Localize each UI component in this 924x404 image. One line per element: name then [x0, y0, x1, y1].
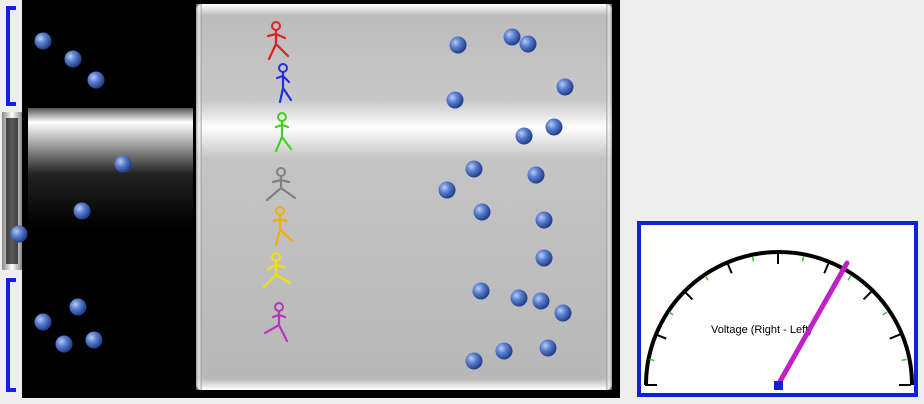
electron-layer: [10, 28, 574, 370]
dial-ticks: [645, 252, 911, 386]
electron: [34, 313, 52, 331]
minor-tick: [882, 311, 888, 316]
voltmeter-dial-icon: Voltage (Right - Left): [644, 250, 914, 390]
electron: [10, 225, 28, 243]
green-person-icon: [274, 112, 293, 153]
major-tick: [683, 290, 694, 301]
major-tick: [726, 261, 733, 274]
minor-tick: [901, 358, 907, 362]
electron: [465, 160, 483, 178]
electron: [532, 292, 550, 310]
electron: [114, 155, 132, 173]
minor-tick: [704, 275, 709, 281]
left-terminal-bracket-bottom: [6, 278, 16, 392]
voltmeter-panel: Voltage (Right - Left): [637, 221, 918, 397]
electron: [535, 211, 553, 229]
major-tick: [654, 333, 667, 340]
electron: [34, 32, 52, 50]
needle-pivot: [774, 381, 783, 390]
minor-tick: [649, 358, 655, 362]
electron: [535, 249, 553, 267]
electron: [515, 127, 533, 145]
dial-arc: [644, 250, 914, 386]
electron: [73, 202, 91, 220]
electron: [473, 203, 491, 221]
minor-tick: [801, 256, 805, 262]
minor-tick: [847, 275, 852, 281]
electron: [55, 335, 73, 353]
major-tick: [889, 333, 902, 340]
electron: [446, 91, 464, 109]
simulation-canvas[interactable]: [0, 0, 620, 398]
voltage-label: Voltage (Right - Left): [711, 324, 812, 336]
electron: [472, 282, 490, 300]
electron: [519, 35, 537, 53]
electron: [510, 289, 528, 307]
narrow-wire-section: [28, 108, 193, 228]
yellow-person-icon: [262, 252, 292, 289]
electron: [438, 181, 456, 199]
electron: [87, 71, 105, 89]
people-layer: [262, 21, 297, 343]
blue-person-icon: [275, 63, 293, 104]
electron: [539, 339, 557, 357]
wide-chamber: [196, 4, 612, 390]
voltage-needle: [775, 260, 850, 388]
electron: [527, 166, 545, 184]
purple-person-icon: [263, 302, 289, 343]
electron: [64, 50, 82, 68]
electron: [495, 342, 513, 360]
electron: [554, 304, 572, 322]
circuit-view: [2, 0, 620, 398]
minor-tick: [751, 256, 755, 262]
major-tick: [862, 290, 873, 301]
red-person-icon: [266, 21, 290, 61]
electron: [545, 118, 563, 136]
electron: [449, 36, 467, 54]
electron: [465, 352, 483, 370]
electron: [85, 331, 103, 349]
electron: [503, 28, 521, 46]
minor-tick: [668, 311, 674, 316]
gray-person-icon: [265, 167, 297, 202]
electron: [69, 298, 87, 316]
orange-person-icon: [272, 206, 294, 247]
left-terminal-bracket-top: [6, 6, 16, 106]
electron: [556, 78, 574, 96]
major-tick: [823, 261, 830, 274]
